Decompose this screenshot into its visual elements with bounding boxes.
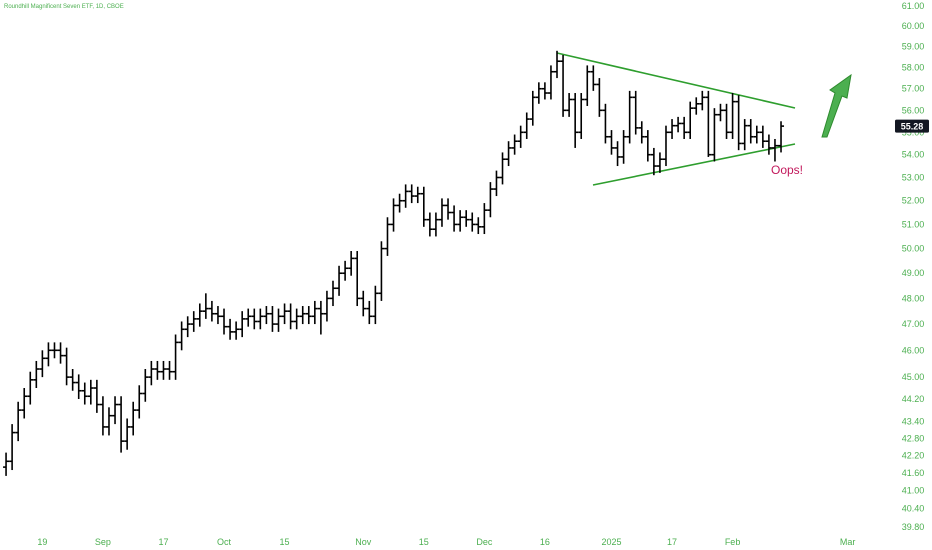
axes: 39.80 40.40 41.00 41.60 42.20 42.80 43.40 44.20… <box>37 1 929 547</box>
y-tick-label: 50.00 <box>902 244 925 254</box>
bars <box>3 50 785 476</box>
x-tick-label: Dec <box>476 537 493 547</box>
y-tick-label: 52.00 <box>902 196 925 206</box>
y-tick-label: 42.80 <box>902 433 925 443</box>
x-tick-label: Oct <box>217 537 232 547</box>
trend-line-upper <box>556 52 796 109</box>
x-tick-label: 16 <box>540 537 550 547</box>
x-tick-label: Sep <box>95 537 111 547</box>
x-tick-label: 19 <box>37 537 47 547</box>
x-tick-label: 2025 <box>601 537 621 547</box>
trend-line-lower <box>592 143 796 186</box>
y-tick-label: 53.00 <box>902 172 925 182</box>
y-tick-label: 59.00 <box>902 42 925 52</box>
y-tick-label: 54.00 <box>902 150 925 160</box>
y-tick-label: 56.00 <box>902 105 925 115</box>
y-tick-label: 58.00 <box>902 63 925 73</box>
y-tick-label: 44.20 <box>902 394 925 404</box>
x-tick-label: Nov <box>355 537 372 547</box>
annotation: Oops! <box>771 163 803 177</box>
y-tick-label: 57.00 <box>902 84 925 94</box>
last-price-label: 55.28 <box>901 122 924 132</box>
chart-title: Roundhill Magnificent Seven ETF, 1D, CBO… <box>4 4 124 10</box>
x-tick-label: 17 <box>158 537 168 547</box>
y-tick-label: 61.00 <box>902 1 925 11</box>
y-tick-label: 51.00 <box>902 219 925 229</box>
x-tick-label: Mar <box>840 537 856 547</box>
last-price-badge <box>895 119 929 133</box>
y-tick-label: 39.80 <box>902 522 925 532</box>
x-tick-label: Feb <box>725 537 741 547</box>
breakout-arrow <box>821 73 852 138</box>
y-tick-label: 47.00 <box>902 319 925 329</box>
y-tick-label: 60.00 <box>902 21 925 31</box>
y-tick-label: 42.20 <box>902 450 925 460</box>
arrow-shape <box>821 73 852 138</box>
y-tick-label: 41.60 <box>902 468 925 478</box>
x-tick-label: 17 <box>667 537 677 547</box>
y-tick-label: 49.00 <box>902 268 925 278</box>
y-tick-label: 41.00 <box>902 486 925 496</box>
y-tick-label: 48.00 <box>902 293 925 303</box>
y-tick-label: 40.40 <box>902 504 925 514</box>
y-tick-label: 43.40 <box>902 416 925 426</box>
y-tick-label: 46.00 <box>902 345 925 355</box>
y-tick-label: 45.00 <box>902 372 925 382</box>
x-tick-label: 15 <box>280 537 290 547</box>
x-tick-label: 15 <box>419 537 429 547</box>
